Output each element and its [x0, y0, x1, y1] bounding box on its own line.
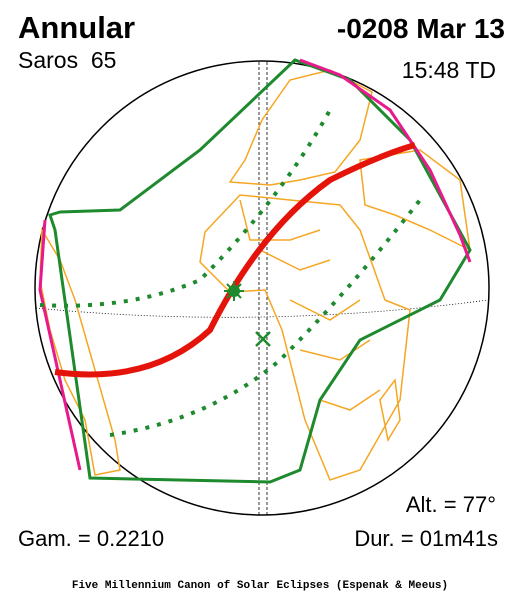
greatest-eclipse	[224, 281, 244, 301]
globe	[34, 60, 490, 516]
sub-solar-point	[255, 331, 271, 347]
altitude: Alt. = 77°	[406, 492, 496, 517]
eclipse-date: -0208 Mar 13	[337, 13, 505, 44]
saros: Saros 65	[18, 47, 116, 73]
central-line	[54, 142, 416, 378]
path-limits	[38, 58, 472, 484]
footer: Five Millennium Canon of Solar Eclipses …	[72, 580, 448, 592]
gamma: Gam. = 0.2210	[18, 526, 164, 551]
time: 15:48 TD	[402, 57, 496, 83]
dotted-lines	[39, 109, 422, 437]
eclipse-type: Annular	[18, 10, 135, 45]
duration: Dur. = 01m41s	[354, 526, 498, 551]
